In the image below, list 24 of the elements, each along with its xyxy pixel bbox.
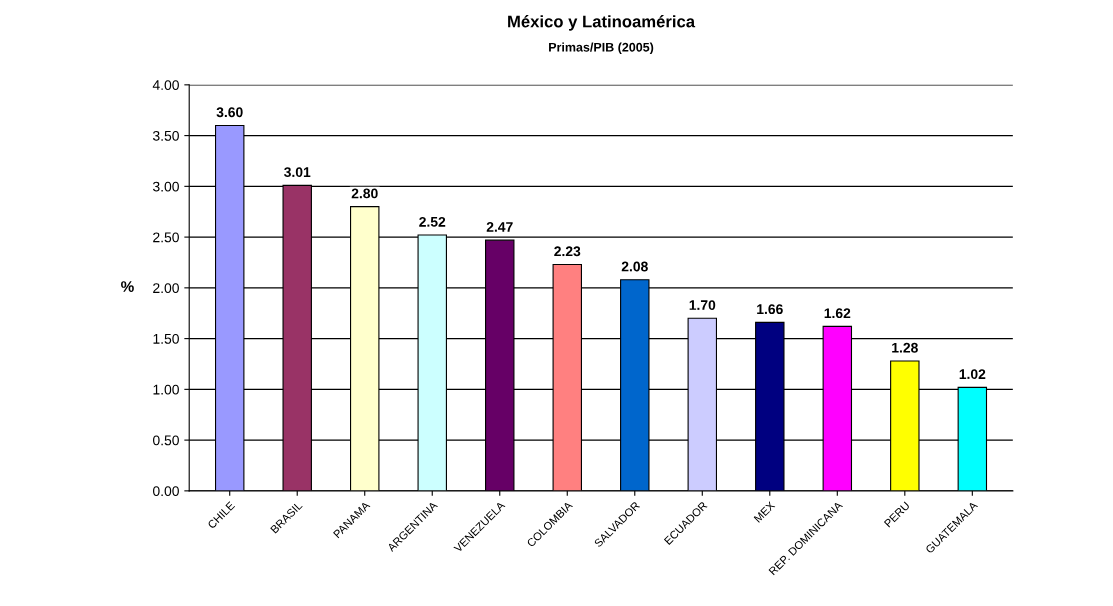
data-label: 3.01: [284, 167, 311, 178]
data-label: 1.70: [689, 300, 716, 310]
data-label: 1.62: [824, 308, 851, 319]
y-tick-label: 0.00: [153, 486, 179, 497]
data-label: 1.28: [892, 342, 918, 353]
y-tick-label: 2.50: [153, 232, 179, 243]
y-tick-label: 4.00: [152, 80, 179, 91]
data-label: 2.80: [351, 188, 378, 199]
data-label: 1.02: [959, 369, 986, 380]
data-label: 2.47: [486, 222, 513, 232]
data-label: 2.52: [419, 216, 446, 227]
y-axis-title: %: [121, 281, 134, 292]
y-tick-label: 3.00: [152, 181, 179, 192]
data-label: 2.23: [554, 246, 581, 257]
chart-subtitle: Primas/PIB (2005): [549, 42, 654, 55]
data-label: 2.08: [621, 261, 648, 272]
y-tick-label: 2.00: [153, 283, 179, 294]
y-tick-label: 0.50: [153, 435, 179, 446]
y-tick-label: 1.00: [153, 384, 179, 395]
data-label: 1.66: [757, 304, 783, 315]
data-label: 3.60: [216, 107, 243, 118]
chart-title: México y Latinoamérica: [508, 15, 696, 31]
y-tick-label: 3.50: [152, 130, 179, 141]
y-tick-label: 1.50: [153, 333, 179, 344]
